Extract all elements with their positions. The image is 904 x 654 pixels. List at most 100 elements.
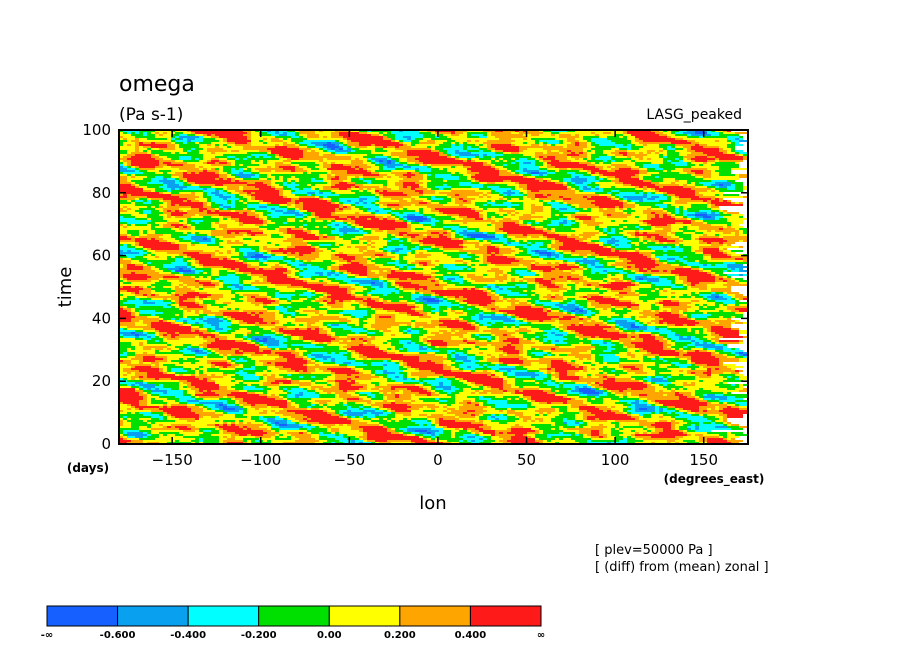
field-cell [243,224,255,226]
field-cell [419,202,427,204]
field-cell [663,262,667,264]
field-cell [307,170,331,172]
field-cell [135,210,143,212]
field-cell [507,274,511,276]
field-cell [211,134,215,136]
field-cell [475,258,483,260]
field-cell [359,228,363,230]
field-cell [703,250,719,252]
field-cell [259,258,263,260]
field-cell [291,244,307,246]
field-cell [675,276,679,278]
field-cell [679,210,683,212]
field-cell [727,188,735,190]
field-cell [631,158,639,160]
field-cell [423,194,447,196]
field-cell [155,266,163,268]
field-cell [619,200,623,202]
field-cell [359,230,363,232]
field-cell [239,280,243,282]
field-cell [611,156,615,158]
field-cell [195,268,211,270]
field-cell [119,288,143,290]
field-cell [539,254,547,256]
field-cell [671,146,675,148]
field-cell [523,214,531,216]
field-cell [519,172,527,174]
field-cell [587,146,595,148]
field-cell [483,134,487,136]
field-cell [599,254,643,256]
field-cell [275,146,287,148]
field-cell [135,246,143,248]
field-cell [295,168,303,170]
field-cell [291,234,295,236]
field-cell [499,160,503,162]
field-cell [251,176,259,178]
field-cell [583,148,591,150]
field-cell [539,282,551,284]
field-cell [267,138,271,140]
field-cell [311,232,319,234]
field-cell [595,192,607,194]
field-cell [619,178,639,180]
field-cell [543,284,555,286]
field-cell [243,252,247,254]
field-cell [531,204,535,206]
field-cell [311,172,327,174]
field-cell [483,208,487,210]
field-cell [155,142,171,144]
field-cell [147,214,159,216]
field-cell [379,200,399,202]
field-cell [731,232,735,234]
field-cell [119,134,131,136]
field-cell [583,240,591,242]
field-cell [379,198,391,200]
field-cell [471,166,491,168]
field-cell [707,242,711,244]
field-cell [383,148,395,150]
field-cell [627,280,631,282]
field-cell [203,140,219,142]
field-cell [303,188,311,190]
field-cell [479,154,483,156]
field-cell [151,268,159,270]
field-cell [451,232,455,234]
field-cell [659,234,667,236]
field-cell [723,148,731,150]
field-cell [655,132,663,134]
field-cell [603,264,607,266]
field-cell [527,194,535,196]
field-cell [515,250,523,252]
field-cell [203,188,207,190]
field-cell [731,150,735,152]
field-cell [467,178,471,180]
field-cell [215,222,219,224]
field-cell [407,232,431,234]
field-cell [267,260,283,262]
field-cell [171,270,175,272]
field-cell [711,174,719,176]
field-cell [719,234,735,236]
field-cell [727,266,747,268]
field-cell [739,152,747,154]
field-cell [387,158,391,160]
field-cell [303,212,311,214]
field-cell [183,238,191,240]
field-cell [415,138,423,140]
field-cell [211,270,219,272]
field-cell [595,134,599,136]
field-cell [431,290,483,292]
field-cell [295,142,299,144]
field-cell [283,260,291,262]
field-cell [283,132,287,134]
field-cell [195,228,215,230]
field-cell [571,254,579,256]
field-cell [475,156,479,158]
field-cell [203,286,215,288]
field-cell [187,178,215,180]
field-cell [579,266,583,268]
field-cell [503,230,543,232]
field-cell [511,278,515,280]
field-cell [227,200,231,202]
